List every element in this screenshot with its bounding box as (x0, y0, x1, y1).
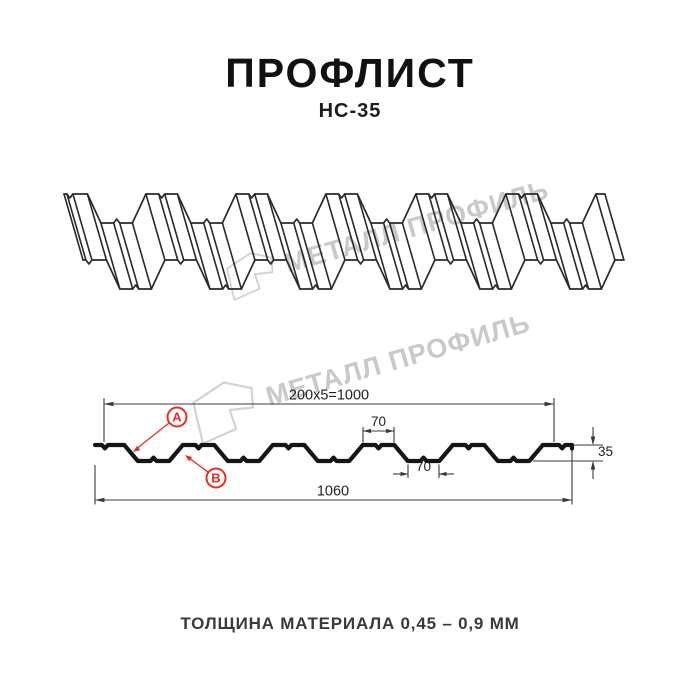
brand-logo-icon (192, 380, 254, 445)
profile-outline (63, 193, 606, 224)
profile-model-subtitle: НС-35 (318, 100, 382, 122)
cross-section-figure: 200x5=1000 1060 70 70 (92, 388, 613, 505)
callout-b: B (185, 455, 227, 489)
dim-rib-top-label: 70 (371, 414, 386, 429)
profile-outline (63, 193, 625, 290)
profile-outline (92, 442, 575, 464)
dim-bottom-label: 1060 (317, 484, 349, 500)
dimension-rib-top: 70 (362, 414, 395, 443)
callout-b-label: B (211, 471, 220, 486)
dim-top-label: 200x5=1000 (289, 388, 369, 404)
dimension-rib-bottom: 70 (393, 459, 454, 478)
thickness-caption: ТОЛЩИНА МАТЕРИАЛА 0,45 – 0,9 ММ (180, 614, 520, 633)
profile-outline (82, 259, 625, 290)
dimension-total-bottom: 1060 (94, 449, 573, 505)
watermark-brand: МЕТАЛЛ ПРОФИЛЬ (175, 292, 538, 451)
callout-a-label: A (172, 410, 182, 425)
profile-3d-figure (63, 193, 625, 290)
dimension-height: 35 (533, 427, 613, 479)
page-title: ПРОФЛИСТ (225, 50, 475, 96)
dim-height-label: 35 (598, 444, 613, 459)
dimension-total-top: 200x5=1000 (103, 388, 555, 442)
callout-a: A (133, 406, 188, 452)
